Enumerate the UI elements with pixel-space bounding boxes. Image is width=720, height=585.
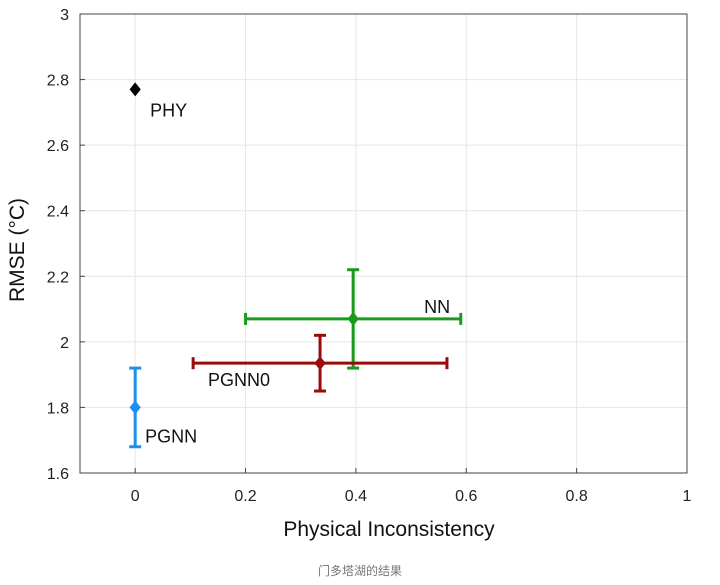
pgnn0-data-label: PGNN0 bbox=[208, 370, 270, 390]
y-tick-label: 3 bbox=[60, 7, 69, 24]
phy-point bbox=[129, 82, 141, 97]
y-tick-label: 2.8 bbox=[47, 73, 69, 90]
y-tick-label: 2 bbox=[60, 335, 69, 352]
grid-layer bbox=[80, 13, 688, 474]
scatter-chart: 0 0.2 0.4 0.6 0.8 1 1.6 1.8 2 2.2 2.4 2.6 2.8 3 PHY NN… bbox=[6, 7, 692, 541]
ticks-layer: 0 0.2 0.4 0.6 0.8 1 1.6 1.8 2 2.2 2.4 2.6 2.8 3 bbox=[47, 7, 692, 505]
y-axis-label: RMSE (°C) bbox=[6, 198, 29, 302]
figure-caption: 门多塔湖的结果 bbox=[317, 564, 402, 578]
phy-data-label: PHY bbox=[150, 100, 187, 120]
x-tick-label: 0.8 bbox=[566, 488, 588, 505]
nn-data-label: NN bbox=[424, 297, 450, 317]
x-axis-label: Physical Inconsistency bbox=[283, 518, 495, 541]
series-pgnn0: PGNN0 bbox=[191, 333, 449, 393]
y-tick-label: 1.6 bbox=[47, 466, 69, 483]
plot-frame bbox=[79, 13, 688, 474]
pgnn-data-label: PGNN bbox=[145, 426, 197, 446]
x-tick-label: 0 bbox=[131, 488, 140, 505]
y-tick-label: 2.4 bbox=[47, 204, 69, 221]
series-phy: PHY bbox=[129, 82, 187, 120]
nn-point bbox=[347, 311, 359, 326]
pgnn-point bbox=[129, 400, 141, 415]
pgnn0-point bbox=[314, 356, 326, 371]
series-layer: PHY NN PGNN0 PGNN bbox=[129, 82, 463, 449]
y-tick-label: 2.6 bbox=[47, 138, 69, 155]
series-nn: NN bbox=[244, 268, 463, 370]
x-tick-label: 1 bbox=[683, 488, 692, 505]
x-tick-label: 0.4 bbox=[345, 488, 367, 505]
series-pgnn: PGNN bbox=[129, 366, 197, 449]
x-tick-label: 0.2 bbox=[234, 488, 256, 505]
y-tick-label: 2.2 bbox=[47, 269, 69, 286]
y-tick-label: 1.8 bbox=[47, 400, 69, 417]
x-tick-label: 0.6 bbox=[455, 488, 477, 505]
